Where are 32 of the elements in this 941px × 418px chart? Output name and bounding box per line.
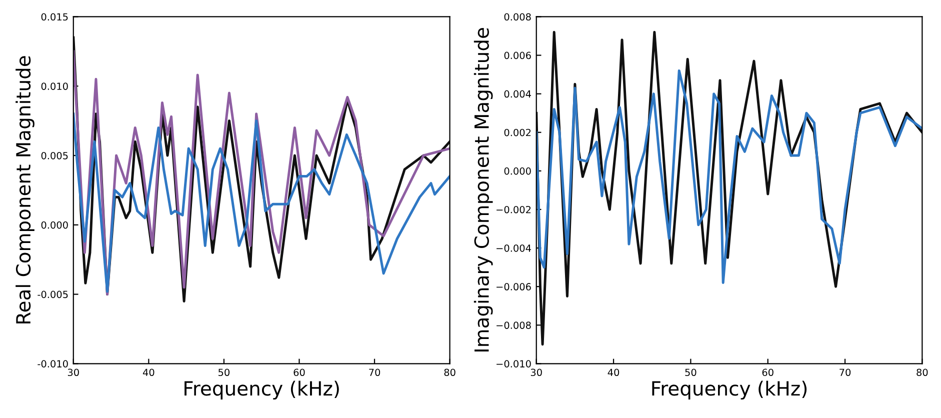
x-tick-label: 80 <box>916 368 928 376</box>
y-tick-label: 0.006 <box>504 52 531 60</box>
y-tick-label: −0.004 <box>496 244 531 252</box>
x-tick-label: 40 <box>142 368 154 376</box>
y-tick-label: -0.010 <box>38 360 68 368</box>
y-tick-label: 0.010 <box>41 82 68 90</box>
y-tick-label: −0.006 <box>496 283 531 290</box>
y-axis-title: Real Component Magnitude <box>16 56 34 324</box>
x-tick-label: 60 <box>762 368 774 376</box>
y-tick-label: −0.010 <box>496 360 531 368</box>
y-tick-label: 0.008 <box>504 13 531 21</box>
x-tick-label: 50 <box>685 368 696 376</box>
y-tick-label: 0.000 <box>504 167 531 175</box>
x-tick-label: 70 <box>369 368 380 376</box>
x-tick-label: 80 <box>444 368 456 376</box>
x-tick-label: 60 <box>294 368 305 376</box>
y-tick-label: 0.015 <box>41 13 68 21</box>
y-tick-label: −0.008 <box>496 322 531 329</box>
x-axis-title: Frequency (kHz) <box>652 380 807 400</box>
x-tick-label: 30 <box>530 368 542 376</box>
y-tick-label: 0.004 <box>504 90 531 98</box>
x-tick-label: 50 <box>218 368 230 376</box>
y-tick-label: 0.002 <box>504 128 531 136</box>
x-tick-label: 40 <box>608 368 620 376</box>
y-tick-label: -0.005 <box>38 290 68 298</box>
y-tick-label: 0.005 <box>41 152 68 160</box>
x-axis-title: Frequency (kHz) <box>184 380 339 400</box>
x-tick-label: 70 <box>840 368 851 376</box>
y-axis-title: Imaginary Component Magnitude <box>474 28 493 352</box>
y-tick-label: 0.000 <box>41 221 68 229</box>
y-tick-label: −0.002 <box>496 206 531 214</box>
x-tick-label: 30 <box>68 368 79 376</box>
